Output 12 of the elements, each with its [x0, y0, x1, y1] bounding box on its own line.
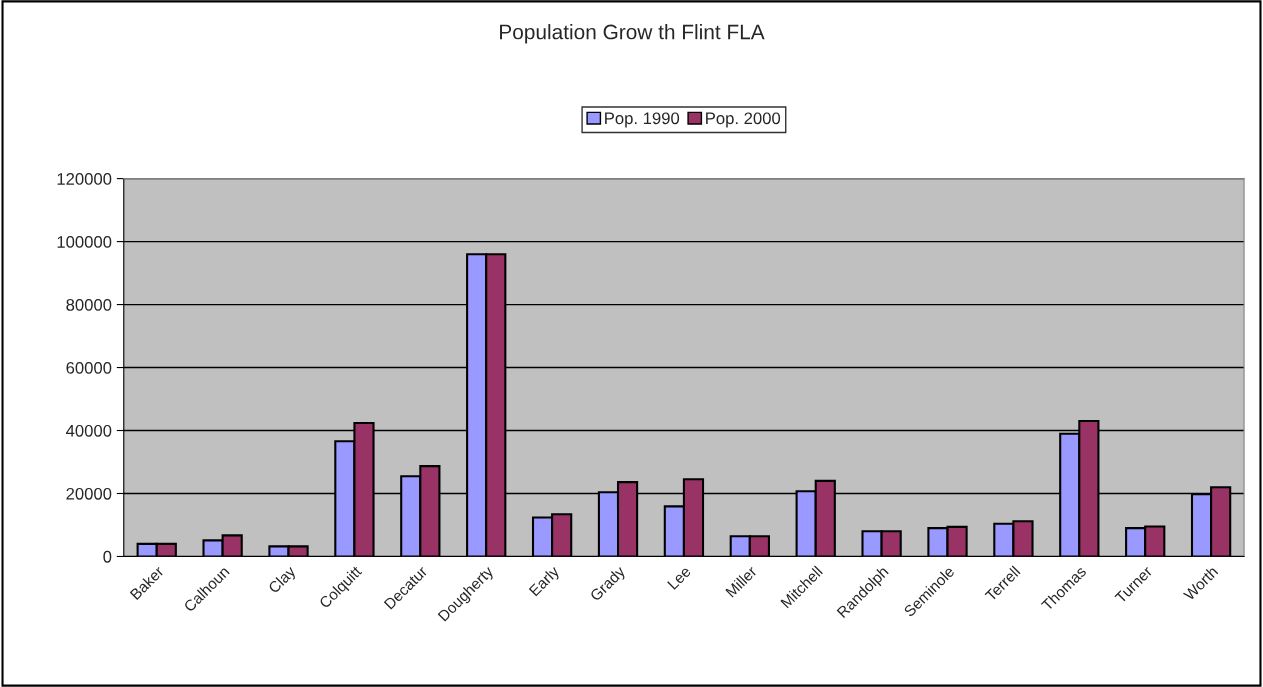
y-tick-label: 20000 — [66, 487, 112, 500]
x-tick-label: Lee — [667, 565, 692, 590]
legend-label: Pop. 1990 — [605, 112, 680, 128]
y-tick-label: 60000 — [66, 361, 112, 374]
chart-title: Population Grow th Flint FLA — [500, 24, 765, 44]
y-tick-label: 40000 — [66, 424, 112, 437]
y-tick-label: 120000 — [57, 173, 112, 185]
y-tick-label: 80000 — [66, 298, 112, 311]
y-tick-label: 0 — [103, 550, 112, 563]
x-tick-label: Clay — [267, 564, 299, 596]
y-tick-label: 100000 — [57, 236, 112, 248]
legend-label: Pop. 2000 — [706, 112, 781, 128]
